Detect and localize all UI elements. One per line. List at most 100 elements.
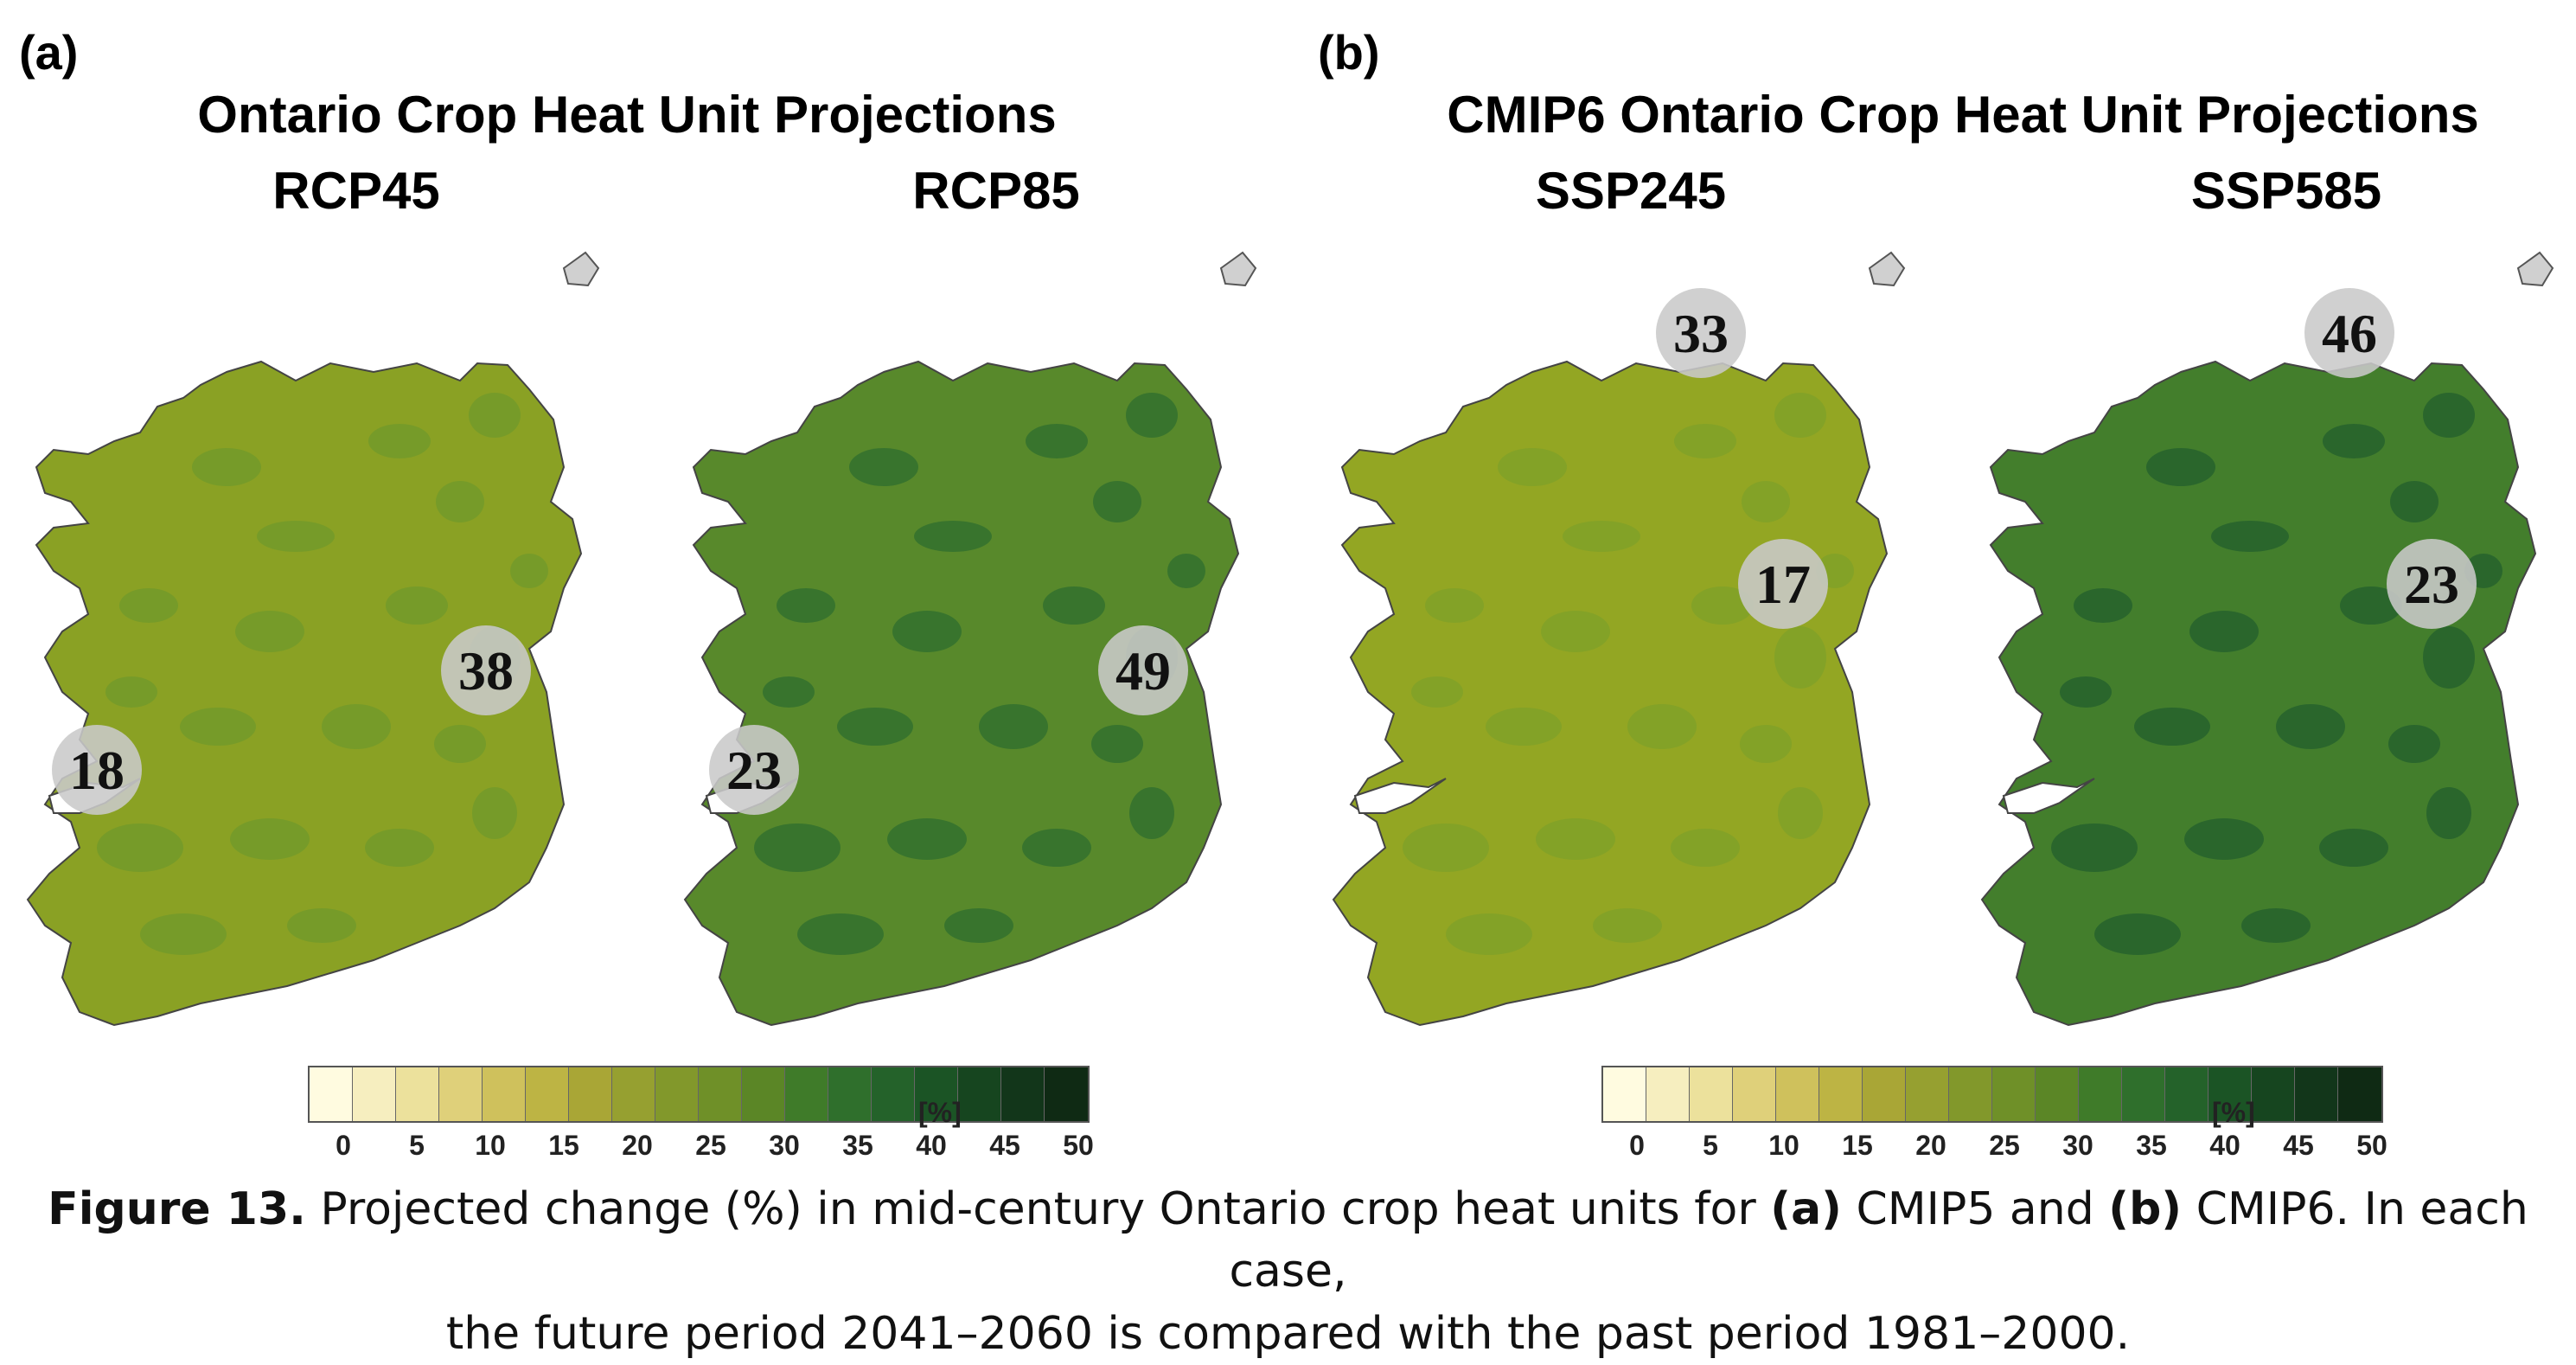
contour-patch bbox=[192, 448, 261, 486]
figure-caption: Figure 13. Projected change (%) in mid-c… bbox=[0, 1178, 2576, 1365]
contour-patch bbox=[1425, 588, 1484, 623]
legend-a-tick-label: 20 bbox=[622, 1130, 653, 1161]
legend-b-tick-label: 50 bbox=[2356, 1130, 2387, 1161]
legend-b-tick-label: 20 bbox=[1915, 1130, 1946, 1161]
legend-a-tick-label: 10 bbox=[475, 1130, 506, 1161]
legend-a-tick-label: 40 bbox=[916, 1130, 947, 1161]
contour-patch bbox=[1627, 704, 1697, 749]
contour-patch bbox=[436, 481, 484, 522]
contour-patch bbox=[1593, 908, 1662, 943]
panel-b-letter: (b) bbox=[1318, 25, 1380, 80]
caption-line-1: Figure 13. Projected change (%) in mid-c… bbox=[0, 1178, 2576, 1303]
contour-patch bbox=[105, 676, 157, 708]
value-label: 18 bbox=[69, 740, 125, 801]
legend-a-swatch bbox=[655, 1067, 699, 1121]
contour-patch bbox=[1093, 481, 1141, 522]
island-shape bbox=[562, 251, 600, 287]
legend-b-swatch bbox=[1690, 1067, 1733, 1121]
contour-patch bbox=[2184, 818, 2264, 860]
legend-a-swatch bbox=[828, 1067, 872, 1121]
value-circle bbox=[1098, 625, 1188, 715]
scenario-ssp245: SSP245 bbox=[1535, 162, 1727, 220]
contour-patch bbox=[2388, 725, 2440, 763]
legend-a-ticks: 0 5 10 15 20 25 30 35 40 45 50 bbox=[308, 1123, 1094, 1166]
contour-patch bbox=[2340, 586, 2402, 625]
legend-a-swatch bbox=[439, 1067, 483, 1121]
contour-patch bbox=[2051, 823, 2138, 872]
contour-patch bbox=[1740, 725, 1792, 763]
value-label: 46 bbox=[2322, 303, 2377, 364]
contour-patch bbox=[322, 704, 391, 749]
legend-a-tick-label: 50 bbox=[1063, 1130, 1094, 1161]
legend-a-swatch bbox=[310, 1067, 353, 1121]
legend-a-swatch bbox=[483, 1067, 526, 1121]
legend-b-swatch bbox=[2208, 1067, 2252, 1121]
contour-patch bbox=[257, 521, 335, 552]
contour-patch bbox=[2423, 393, 2475, 438]
value-label: 23 bbox=[2404, 554, 2459, 615]
legend-b-tick-label: 10 bbox=[1768, 1130, 1799, 1161]
contour-patch bbox=[797, 913, 884, 955]
contour-patch bbox=[914, 521, 992, 552]
scenario-rcp85: RCP85 bbox=[912, 162, 1080, 220]
legend-b-bar bbox=[1601, 1066, 2383, 1123]
contour-patch bbox=[2094, 913, 2181, 955]
contour-patch bbox=[287, 908, 356, 943]
contour-patch bbox=[1563, 521, 1640, 552]
contour-patch bbox=[1022, 829, 1091, 867]
map-ssp245: 33 17 bbox=[1316, 242, 1921, 1055]
legend-b-swatch bbox=[2036, 1067, 2079, 1121]
ireland-map-ssp245: 33 17 bbox=[1332, 251, 1906, 1027]
legend-a-swatch bbox=[526, 1067, 569, 1121]
contour-patch bbox=[2189, 611, 2259, 652]
value-label: 33 bbox=[1673, 303, 1729, 364]
contour-patch bbox=[887, 818, 967, 860]
legend-b-tick-label: 25 bbox=[1989, 1130, 2020, 1161]
contour-patch bbox=[763, 676, 815, 708]
legend-a-tick-label: 5 bbox=[409, 1130, 425, 1161]
legend-a-bar bbox=[308, 1066, 1090, 1123]
contour-patch bbox=[2060, 676, 2112, 708]
shannon-estuary bbox=[2002, 778, 2095, 814]
island-shape bbox=[2516, 251, 2554, 287]
legend-b-swatch bbox=[2122, 1067, 2165, 1121]
value-circle bbox=[2304, 288, 2394, 378]
legend-b-unit: [%] bbox=[2212, 1097, 2255, 1128]
legend-a-tick-label: 35 bbox=[842, 1130, 873, 1161]
contour-patch bbox=[469, 393, 521, 438]
contour-patch bbox=[180, 708, 256, 746]
contour-patch bbox=[2134, 708, 2210, 746]
contour-patch bbox=[1486, 708, 1562, 746]
legend-b-swatch bbox=[1906, 1067, 1949, 1121]
legend-b-tick-label: 5 bbox=[1703, 1130, 1718, 1161]
caption-a: (a) bbox=[1770, 1183, 1842, 1235]
contour-patch bbox=[2319, 829, 2388, 867]
legend-a-swatch bbox=[872, 1067, 915, 1121]
contour-patch bbox=[1774, 626, 1826, 689]
map-rcp85: 49 23 bbox=[668, 242, 1273, 1055]
shannon-estuary bbox=[1353, 778, 1447, 814]
contour-patch bbox=[1536, 818, 1615, 860]
legend-a-swatch bbox=[612, 1067, 655, 1121]
legend-a-swatch bbox=[699, 1067, 742, 1121]
scenario-ssp585: SSP585 bbox=[2190, 162, 2382, 220]
contour-patch bbox=[2211, 521, 2289, 552]
caption-text-3: CMIP6. In each case, bbox=[1229, 1183, 2528, 1298]
caption-label: Figure 13. bbox=[48, 1183, 306, 1235]
contour-patch bbox=[1742, 481, 1790, 522]
legend-a-tick-label: 15 bbox=[548, 1130, 579, 1161]
map-ssp585: 46 23 bbox=[1965, 242, 2570, 1055]
contour-patch bbox=[1126, 393, 1178, 438]
contour-patch bbox=[1674, 424, 1736, 458]
legend-a-swatch bbox=[396, 1067, 439, 1121]
contour-patch bbox=[368, 424, 431, 458]
legend-b-tick-label: 15 bbox=[1842, 1130, 1873, 1161]
contour-patch bbox=[140, 913, 227, 955]
legend-b-tick-label: 30 bbox=[2062, 1130, 2093, 1161]
value-label: 49 bbox=[1115, 640, 1171, 702]
value-label: 17 bbox=[1755, 554, 1811, 615]
value-circle bbox=[52, 725, 142, 815]
legend-a-swatch bbox=[569, 1067, 612, 1121]
contour-patch bbox=[1691, 586, 1754, 625]
caption-line-2: the future period 2041–2060 is compared … bbox=[445, 1308, 2131, 1360]
